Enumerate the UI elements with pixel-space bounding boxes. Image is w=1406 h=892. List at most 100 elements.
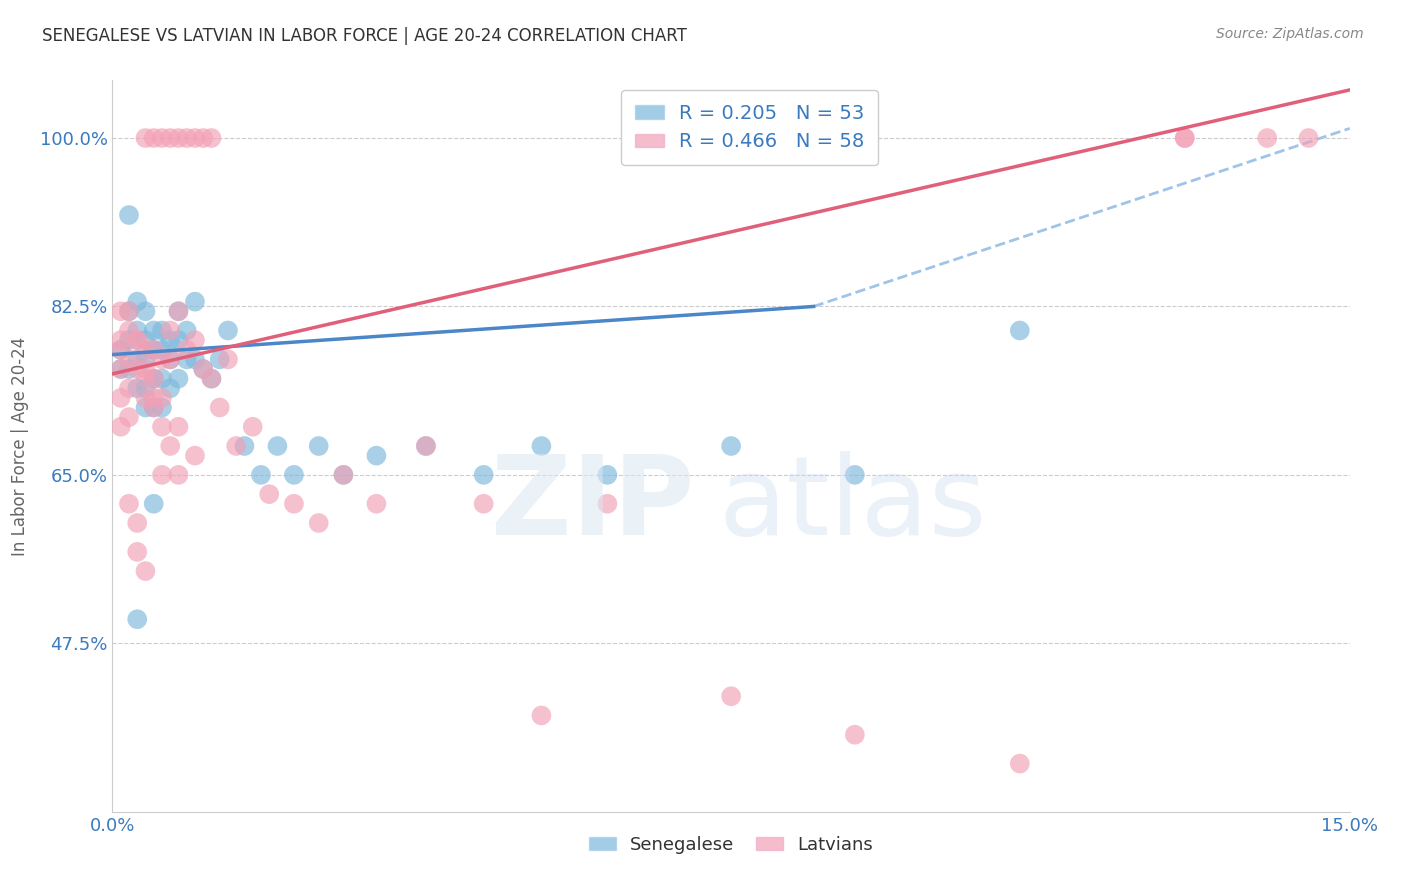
Point <box>184 352 207 367</box>
Point <box>142 401 165 415</box>
Point <box>110 391 132 405</box>
Point <box>1008 756 1031 771</box>
Point <box>110 333 132 347</box>
Point <box>118 352 141 367</box>
Point <box>150 352 173 367</box>
Point <box>217 352 239 367</box>
Point <box>127 362 149 376</box>
Point <box>167 467 190 482</box>
Point <box>127 516 149 530</box>
Point <box>110 343 132 357</box>
Point <box>127 381 149 395</box>
Point <box>134 564 156 578</box>
Point <box>118 381 141 395</box>
Point <box>150 467 173 482</box>
Point <box>250 467 273 482</box>
Point <box>118 304 141 318</box>
Point <box>176 131 198 145</box>
Point <box>184 449 207 463</box>
Point <box>1008 324 1031 338</box>
Point <box>1256 131 1278 145</box>
Point <box>844 467 866 482</box>
Point <box>127 612 149 626</box>
Text: SENEGALESE VS LATVIAN IN LABOR FORCE | AGE 20-24 CORRELATION CHART: SENEGALESE VS LATVIAN IN LABOR FORCE | A… <box>42 27 688 45</box>
Point <box>415 439 437 453</box>
Point <box>118 208 141 222</box>
Point <box>242 419 264 434</box>
Point <box>110 419 132 434</box>
Point <box>159 131 181 145</box>
Point <box>176 343 198 357</box>
Point <box>110 343 132 357</box>
Point <box>127 333 149 347</box>
Point <box>134 362 156 376</box>
Point <box>200 371 222 385</box>
Point <box>118 410 141 425</box>
Point <box>366 497 388 511</box>
Point <box>150 324 173 338</box>
Point <box>142 131 165 145</box>
Point <box>134 352 156 367</box>
Point <box>127 294 149 309</box>
Text: ZIP: ZIP <box>491 451 695 558</box>
Point <box>159 352 181 367</box>
Point <box>142 497 165 511</box>
Point <box>134 131 156 145</box>
Point <box>118 497 141 511</box>
Point <box>332 467 354 482</box>
Point <box>176 352 198 367</box>
Point <box>159 333 181 347</box>
Point <box>1298 131 1320 145</box>
Point <box>596 497 619 511</box>
Point <box>159 439 181 453</box>
Point <box>193 362 215 376</box>
Point <box>200 371 222 385</box>
Point <box>167 131 190 145</box>
Point <box>193 362 215 376</box>
Point <box>530 708 553 723</box>
Point <box>167 419 190 434</box>
Point <box>118 362 141 376</box>
Point <box>159 324 181 338</box>
Point <box>225 439 247 453</box>
Point <box>142 401 165 415</box>
Point <box>110 362 132 376</box>
Point <box>159 352 181 367</box>
Point <box>127 545 149 559</box>
Point <box>150 419 173 434</box>
Point <box>720 690 742 704</box>
Point <box>200 131 222 145</box>
Point <box>134 304 156 318</box>
Point <box>208 401 231 415</box>
Point <box>308 439 330 453</box>
Point <box>266 439 288 453</box>
Point <box>142 371 165 385</box>
Point <box>167 304 190 318</box>
Point <box>184 131 207 145</box>
Point <box>257 487 280 501</box>
Point <box>150 371 173 385</box>
Point <box>127 324 149 338</box>
Point <box>283 467 305 482</box>
Point <box>596 467 619 482</box>
Point <box>142 343 165 357</box>
Point <box>208 352 231 367</box>
Point <box>332 467 354 482</box>
Point <box>134 333 156 347</box>
Text: atlas: atlas <box>718 451 987 558</box>
Point <box>150 343 173 357</box>
Point <box>193 131 215 145</box>
Point <box>134 401 156 415</box>
Point <box>150 391 173 405</box>
Point <box>134 391 156 405</box>
Point <box>1174 131 1197 145</box>
Point <box>472 467 495 482</box>
Point <box>142 371 165 385</box>
Text: Source: ZipAtlas.com: Source: ZipAtlas.com <box>1216 27 1364 41</box>
Point <box>118 304 141 318</box>
Point <box>167 371 190 385</box>
Point <box>176 324 198 338</box>
Point <box>110 362 132 376</box>
Point <box>118 324 141 338</box>
Point <box>415 439 437 453</box>
